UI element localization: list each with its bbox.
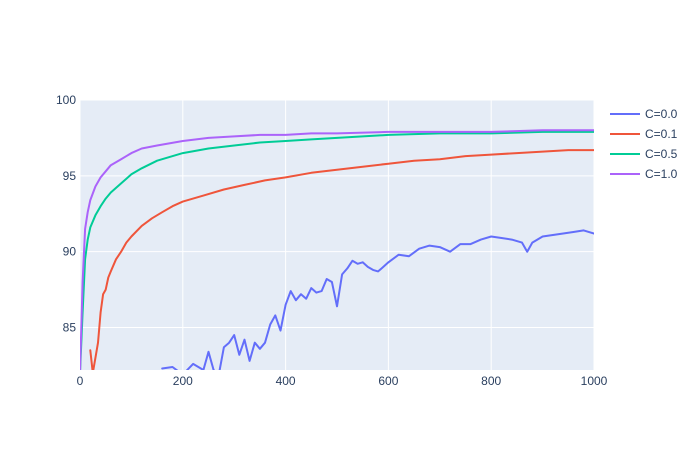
legend-item[interactable]: C=0.0 <box>610 107 678 121</box>
y-tick-label: 85 <box>63 321 77 335</box>
y-tick-label: 95 <box>63 169 77 183</box>
x-tick-label: 600 <box>378 374 398 388</box>
series-line-c-1-0 <box>80 129 594 370</box>
x-tick-label: 400 <box>276 374 296 388</box>
legend-item[interactable]: C=0.1 <box>610 127 678 141</box>
grid-layer <box>79 99 595 370</box>
x-axis-ticks: 0 200 400 600 800 1000 <box>77 374 608 388</box>
legend[interactable]: C=0.0 C=0.1 C=0.5 C=1.0 <box>610 107 678 181</box>
plot-background <box>80 100 594 370</box>
legend-item[interactable]: C=0.5 <box>610 147 678 161</box>
series-line-c-0-5 <box>80 130 594 370</box>
y-tick-label: 90 <box>63 245 77 259</box>
series-line-c-0-0 <box>161 229 594 370</box>
x-tick-label: 0 <box>77 374 84 388</box>
x-tick-label: 200 <box>173 374 193 388</box>
legend-label: C=0.0 <box>645 107 678 121</box>
legend-label: C=0.5 <box>645 147 678 161</box>
legend-label: C=0.1 <box>645 127 678 141</box>
x-tick-label: 800 <box>481 374 501 388</box>
legend-item[interactable]: C=1.0 <box>610 167 678 181</box>
legend-label: C=1.0 <box>645 167 678 181</box>
x-tick-label: 1000 <box>581 374 608 388</box>
series-line-c-0-1 <box>89 149 594 370</box>
y-axis-ticks: 85 90 95 100 <box>56 93 76 335</box>
y-tick-label: 100 <box>56 93 76 107</box>
series-layer <box>80 129 594 370</box>
